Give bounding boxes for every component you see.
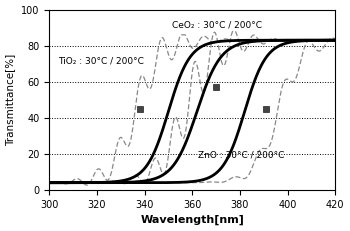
X-axis label: Wavelength[nm]: Wavelength[nm]: [140, 215, 244, 225]
Text: CeO₂ : 30°C / 200°C: CeO₂ : 30°C / 200°C: [172, 21, 262, 30]
Text: TiO₂ : 30°C / 200°C: TiO₂ : 30°C / 200°C: [58, 57, 144, 66]
Text: ZnO : 30°C / 200°C: ZnO : 30°C / 200°C: [198, 150, 284, 159]
Y-axis label: Transmittance[%]: Transmittance[%]: [6, 54, 15, 146]
